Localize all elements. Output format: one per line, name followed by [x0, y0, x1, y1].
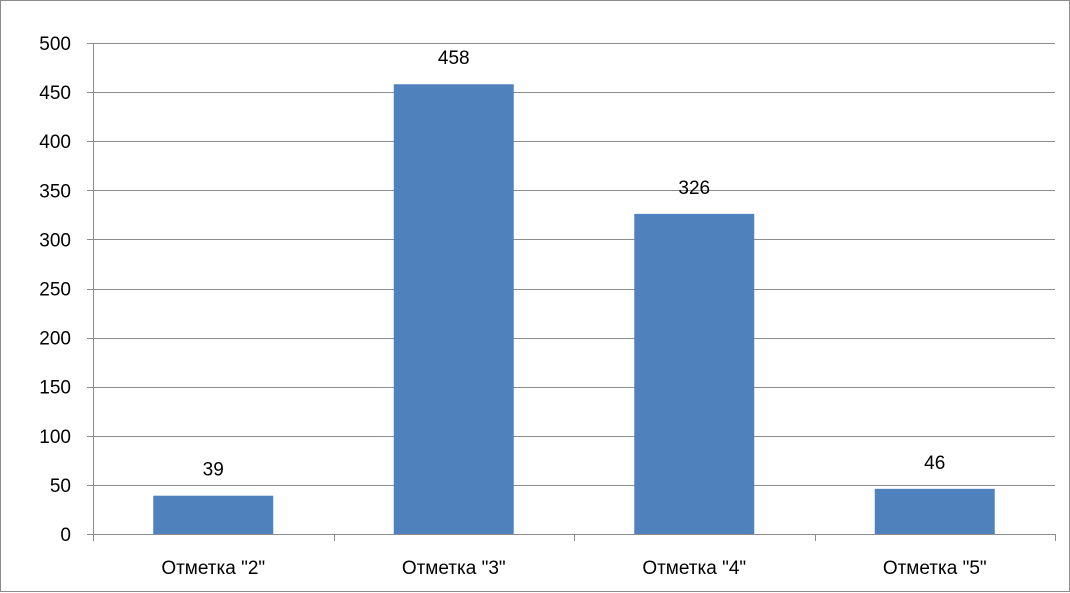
x-axis-ticks: Отметка "2" Отметка "3" Отметка "4" Отметка… — [161, 558, 986, 579]
bar — [393, 84, 514, 534]
data-label: 46 — [924, 453, 945, 474]
y-tick-label: 500 — [39, 34, 71, 55]
y-tick-label: 250 — [39, 280, 71, 301]
y-tick-label: 350 — [39, 181, 71, 202]
bar — [153, 495, 274, 534]
gridlines — [87, 43, 1055, 486]
y-tick-label: 50 — [50, 476, 71, 497]
y-tick-label: 100 — [39, 427, 71, 448]
data-label: 39 — [203, 460, 224, 481]
bar — [634, 213, 755, 535]
x-tick-label: Отметка "2" — [161, 558, 265, 579]
bars — [153, 84, 995, 535]
data-label: 458 — [438, 48, 470, 69]
x-tick-label: Отметка "4" — [642, 558, 746, 579]
y-tick-label: 200 — [39, 329, 71, 350]
y-tick-label: 0 — [60, 525, 71, 546]
x-tick-label: Отметка "3" — [402, 558, 506, 579]
axes — [87, 43, 1056, 541]
y-tick-label: 400 — [39, 132, 71, 153]
y-tick-label: 150 — [39, 378, 71, 399]
data-label: 326 — [678, 178, 710, 199]
x-tick-label: Отметка "5" — [883, 558, 987, 579]
y-tick-label: 450 — [39, 83, 71, 104]
y-axis-ticks: 0 50 100 150 200 250 300 350 400 450 500 — [39, 34, 71, 546]
data-labels: 39 458 326 46 — [203, 48, 946, 480]
y-tick-label: 300 — [39, 230, 71, 251]
bar — [874, 488, 995, 534]
